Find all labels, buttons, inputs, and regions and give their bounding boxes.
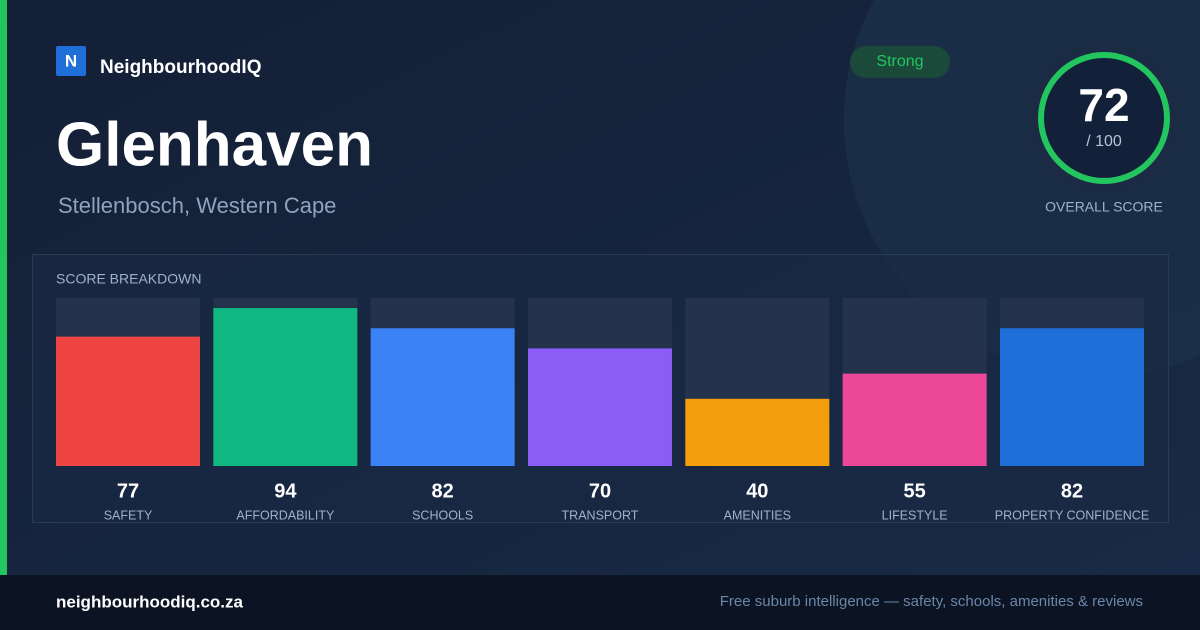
bar bbox=[999, 328, 1144, 466]
suburb-title: Glenhaven bbox=[56, 110, 373, 179]
value-label: 55 bbox=[904, 480, 926, 502]
bar bbox=[213, 308, 358, 466]
category-label: TRANSPORT bbox=[562, 508, 639, 522]
value-label: 82 bbox=[432, 480, 454, 502]
footer-tagline: Free suburb intelligence — safety, schoo… bbox=[720, 593, 1143, 610]
chart-title: SCORE BREAKDOWN bbox=[56, 271, 201, 287]
category-label: AFFORDABILITY bbox=[236, 508, 335, 522]
category-label: SAFETY bbox=[104, 508, 153, 522]
category-label: PROPERTY CONFIDENCE bbox=[995, 508, 1149, 522]
value-label: 40 bbox=[746, 480, 768, 502]
footer-site: neighbourhoodiq.co.za bbox=[56, 592, 244, 611]
badge-text: Strong bbox=[876, 53, 923, 70]
bar bbox=[842, 373, 987, 466]
score-max: / 100 bbox=[1086, 133, 1122, 150]
category-label: LIFESTYLE bbox=[882, 508, 948, 522]
value-label: 82 bbox=[1061, 480, 1083, 502]
overall-score: 72 bbox=[1078, 79, 1129, 131]
bar bbox=[685, 398, 830, 466]
score-ring bbox=[1038, 52, 1170, 184]
category-label: SCHOOLS bbox=[412, 508, 473, 522]
bar bbox=[370, 328, 515, 466]
bar bbox=[527, 348, 672, 466]
category-label: AMENITIES bbox=[724, 508, 791, 522]
bar bbox=[56, 336, 200, 466]
score-label: OVERALL SCORE bbox=[1045, 199, 1163, 215]
value-label: 94 bbox=[274, 480, 297, 502]
footer-bar bbox=[0, 575, 1200, 630]
logo bbox=[56, 46, 86, 76]
brand-name: NeighbourhoodIQ bbox=[100, 57, 261, 78]
location: Stellenbosch, Western Cape bbox=[58, 193, 336, 218]
value-label: 77 bbox=[117, 480, 139, 502]
value-label: 70 bbox=[589, 480, 611, 502]
accent-stripe bbox=[0, 0, 7, 575]
badge bbox=[850, 46, 950, 78]
logo-letter: N bbox=[65, 51, 77, 70]
